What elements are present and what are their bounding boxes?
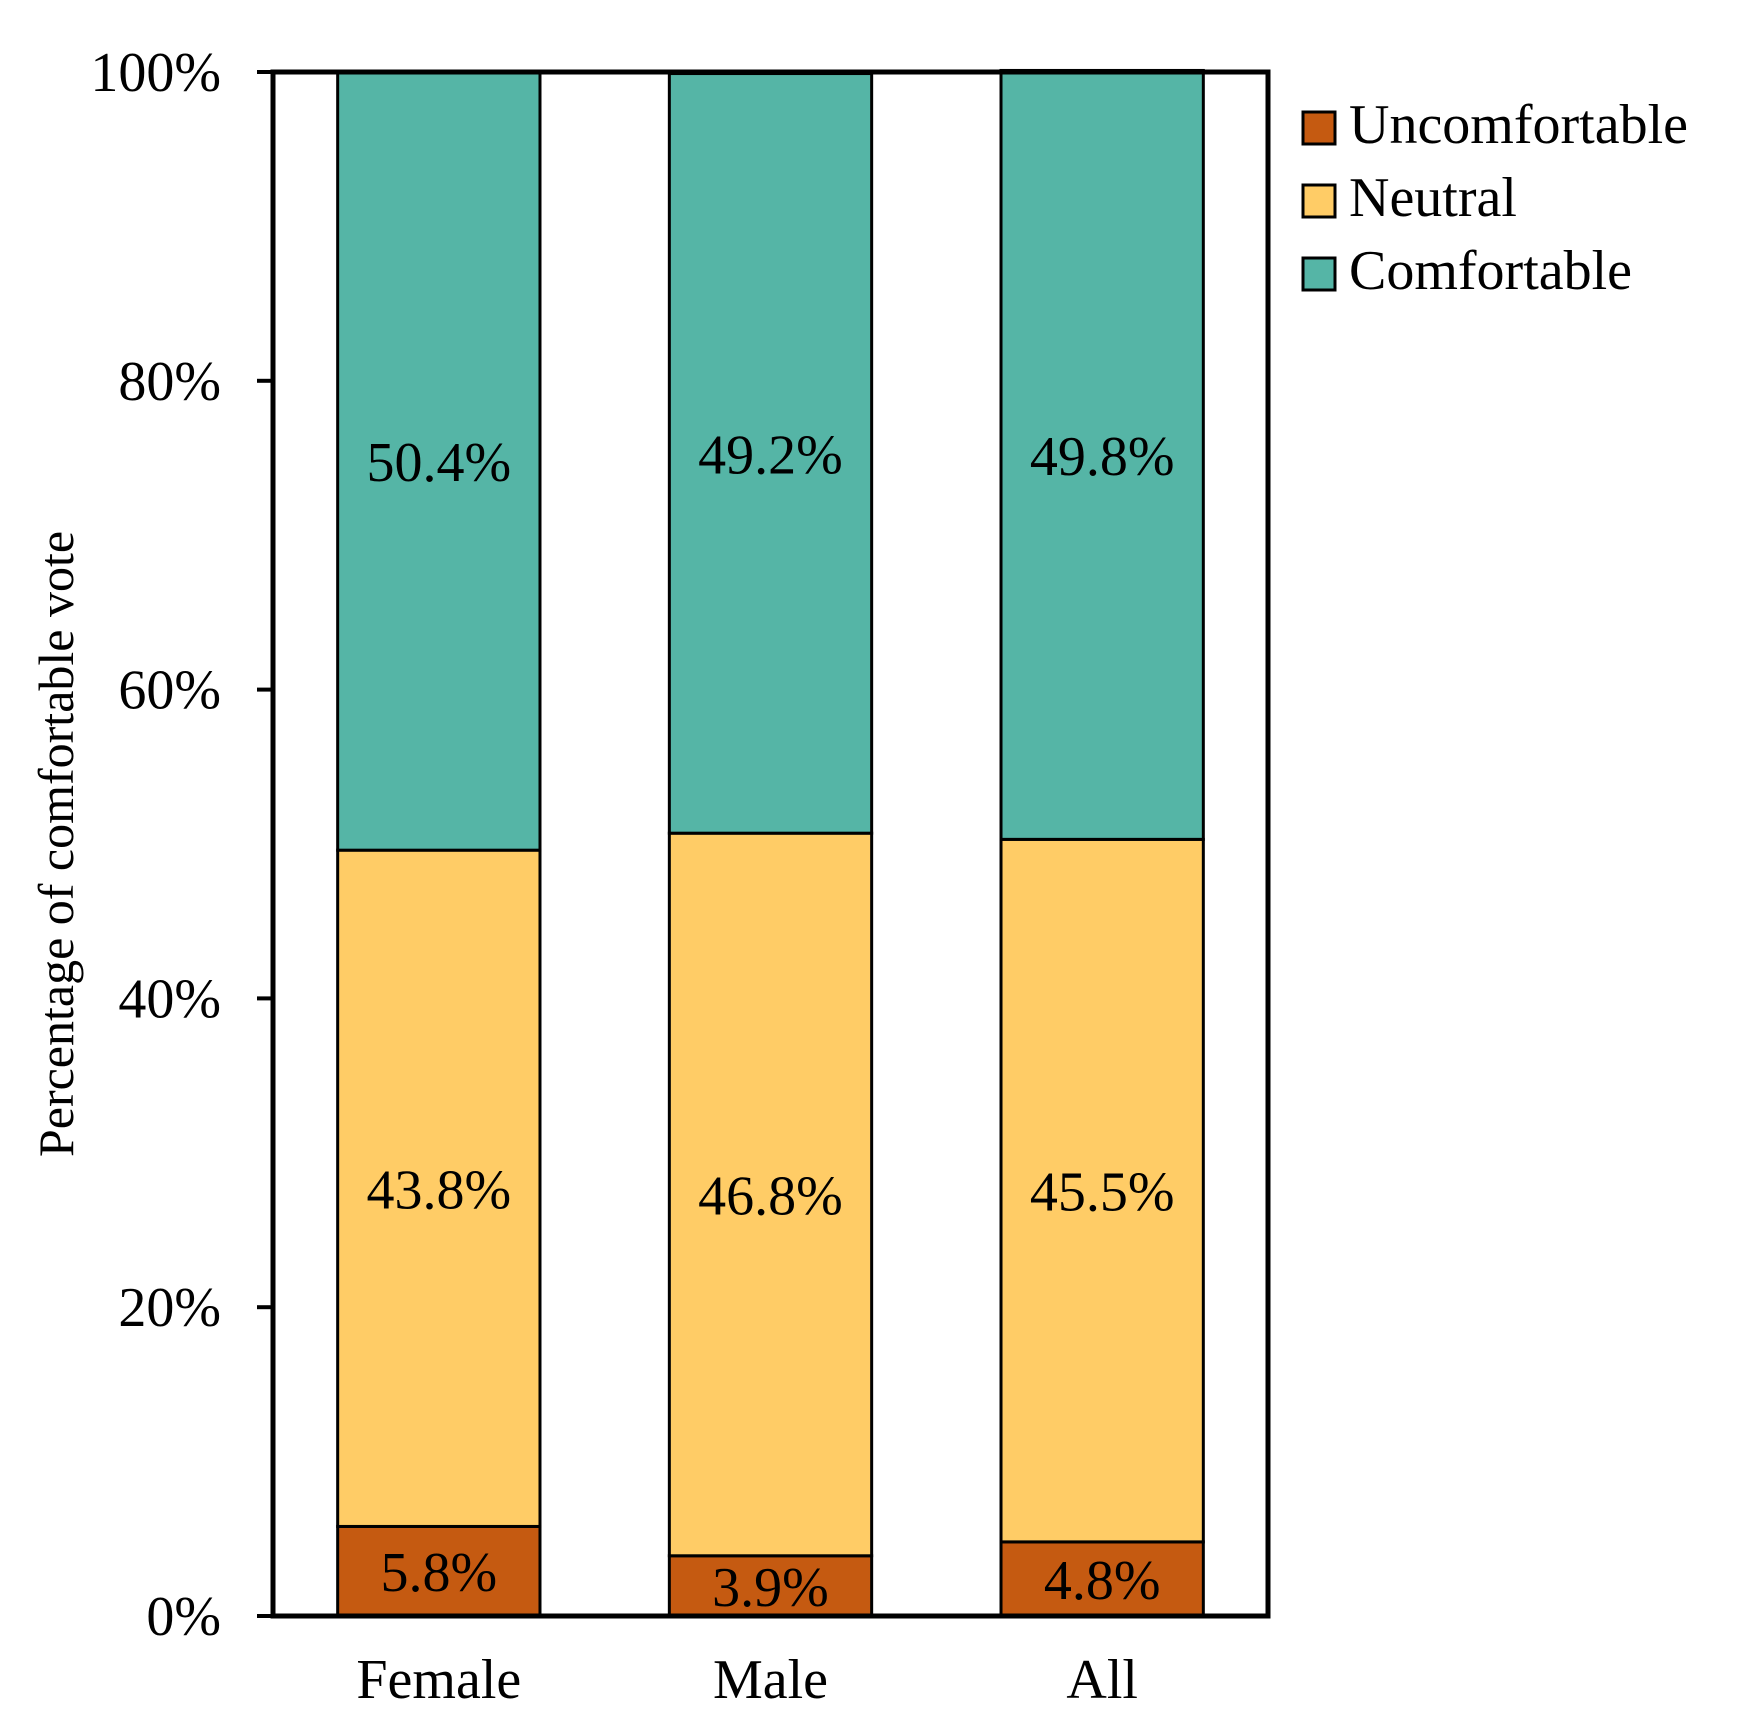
legend-label-neutral: Neutral [1349,167,1517,229]
data-label-female-neutral: 43.8% [367,1159,512,1221]
x-tick-label-all: All [1066,1649,1138,1711]
bar-segment-female-uncomfortable [336,1524,542,1618]
y-tick-label-20: 20% [118,1277,221,1339]
bar-segment-all-neutral [999,837,1205,1544]
y-tick-label-100: 100% [90,42,221,104]
data-label-male-neutral: 46.8% [698,1165,843,1227]
data-label-male-comfortable: 49.2% [698,424,843,486]
bar-segment-female-neutral [336,848,542,1528]
bar-segment-male-uncomfortable [667,1554,874,1618]
y-axis: 0% 20% 40% 60% 80% 100% [90,42,273,1648]
bars-layer: 5.8% 43.8% 50.4% 3.9% 46.8% 49.2% 4.8% 45.5% 49.… [336,68,1205,1619]
data-label-female-comfortable: 50.4% [367,432,512,494]
legend-swatch-uncomfortable [1301,110,1337,146]
data-label-female-uncomfortable: 5.8% [381,1542,498,1604]
data-label-male-uncomfortable: 3.9% [712,1557,829,1619]
x-tick-label-female: Female [356,1649,521,1711]
data-label-all-uncomfortable: 4.8% [1044,1550,1161,1612]
data-label-all-neutral: 45.5% [1030,1162,1175,1224]
x-tick-label-male: Male [713,1649,828,1711]
y-tick-label-0: 0% [146,1586,221,1648]
y-tick-label-40: 40% [118,968,221,1030]
bar-segment-all-comfortable [999,68,1205,841]
y-axis-title: Percentage of comfortable vote [28,531,84,1157]
legend-label-uncomfortable: Uncomfortable [1349,94,1688,156]
legend-label-comfortable: Comfortable [1349,240,1632,302]
legend: Uncomfortable Neutral Comfortable [1301,94,1688,302]
y-tick-label-80: 80% [118,351,221,413]
legend-swatch-neutral [1301,183,1337,219]
bar-segment-male-neutral [667,831,874,1558]
legend-swatch-comfortable [1301,256,1337,292]
plot-frame [270,69,1271,1619]
data-label-all-comfortable: 49.8% [1030,426,1175,488]
y-tick-label-60: 60% [118,660,221,722]
bar-segment-male-comfortable [667,72,874,835]
x-axis: Female Male All [356,1649,1138,1711]
